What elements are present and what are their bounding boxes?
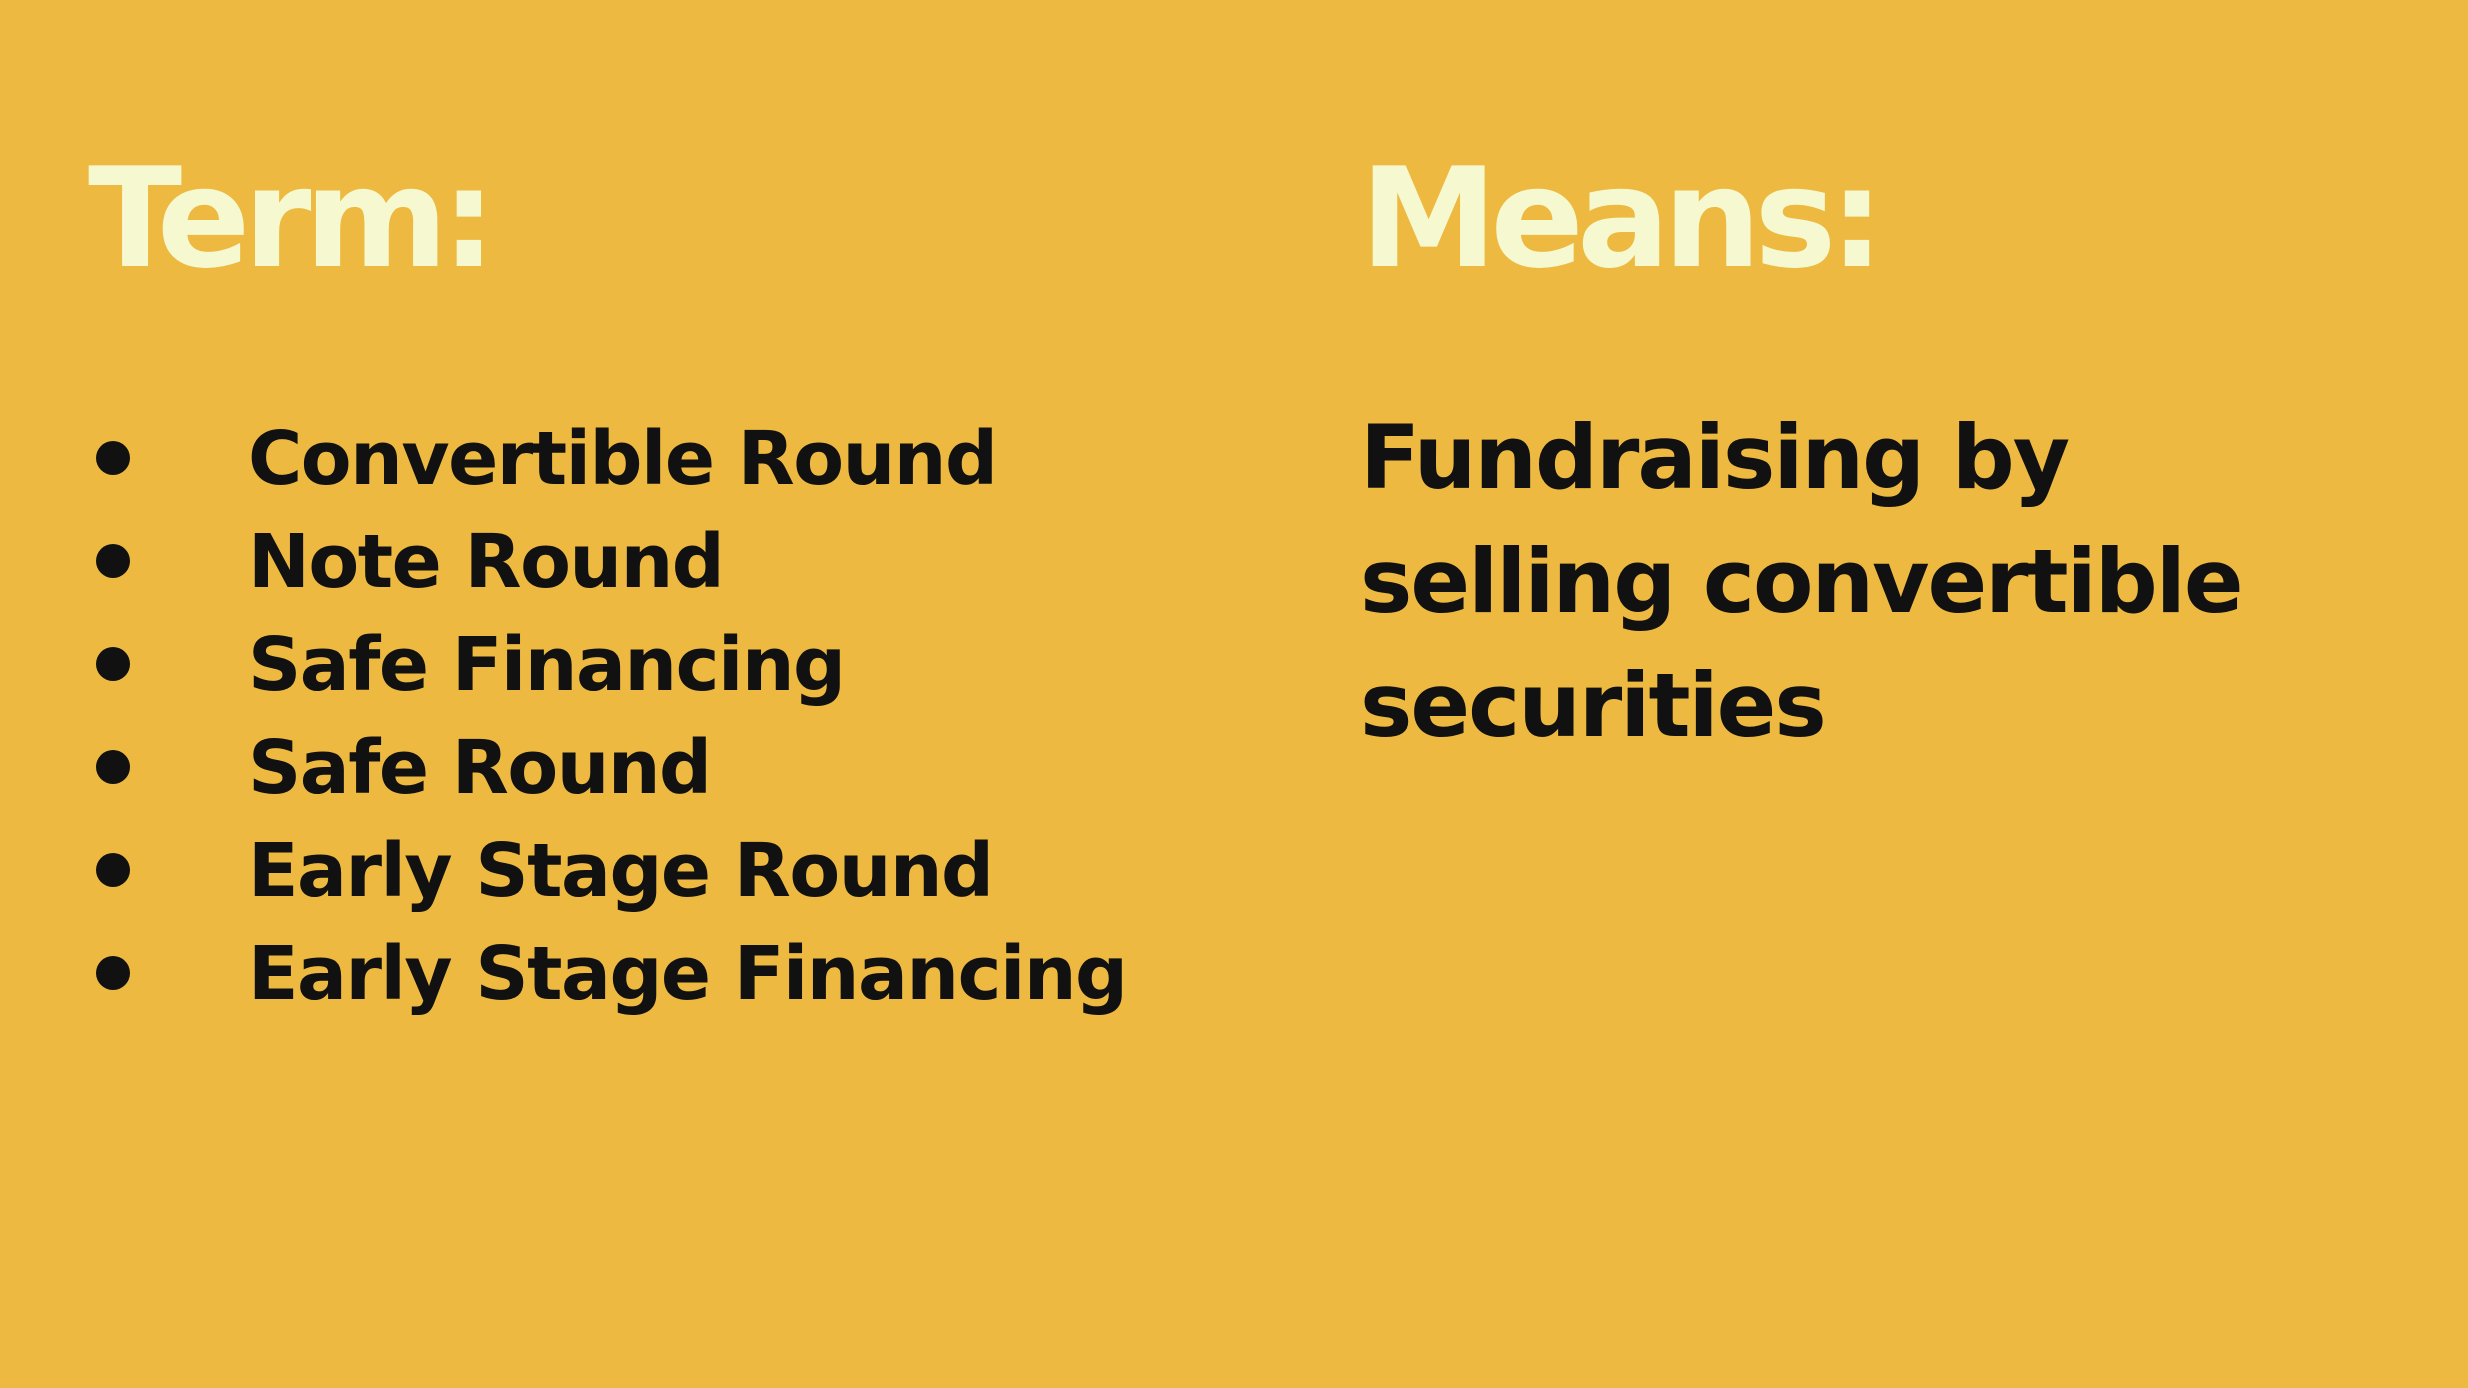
term-heading: Term: [88, 138, 496, 299]
definition-text: Fundraising by selling convertible secur… [1360, 396, 2380, 768]
term-label: Early Stage Financing [248, 931, 1128, 1017]
definition-line: securities [1360, 654, 1827, 757]
bullet-icon [96, 544, 130, 578]
bullet-icon [96, 956, 130, 990]
bullet-icon [96, 750, 130, 784]
term-label: Convertible Round [248, 416, 998, 502]
means-heading: Means: [1360, 138, 1885, 299]
term-label: Safe Round [248, 725, 712, 811]
definition-line: selling convertible [1360, 530, 2244, 633]
definition-line: Fundraising by [1360, 406, 2070, 509]
bullet-icon [96, 647, 130, 681]
bullet-icon [96, 441, 130, 475]
term-label: Safe Financing [248, 622, 846, 708]
term-label: Note Round [248, 519, 725, 605]
bullet-icon [96, 853, 130, 887]
term-label: Early Stage Round [248, 828, 994, 914]
